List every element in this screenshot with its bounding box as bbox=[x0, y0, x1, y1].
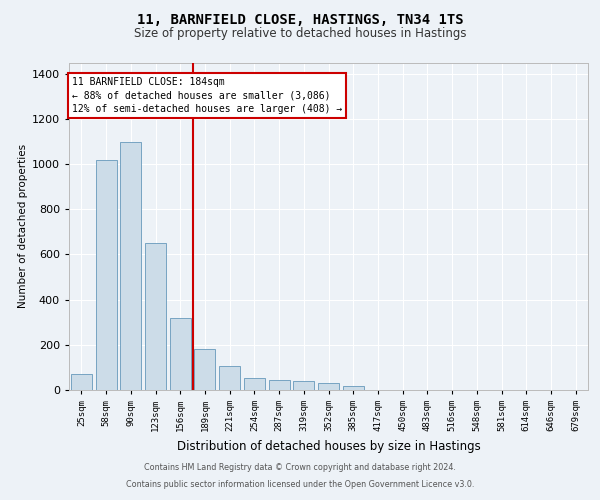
Bar bbox=[318, 383, 339, 390]
X-axis label: Distribution of detached houses by size in Hastings: Distribution of detached houses by size … bbox=[176, 440, 481, 452]
Text: Contains HM Land Registry data © Crown copyright and database right 2024.: Contains HM Land Registry data © Crown c… bbox=[144, 464, 456, 472]
Bar bbox=[145, 243, 166, 390]
Bar bbox=[95, 160, 116, 390]
Text: 11, BARNFIELD CLOSE, HASTINGS, TN34 1TS: 11, BARNFIELD CLOSE, HASTINGS, TN34 1TS bbox=[137, 12, 463, 26]
Text: 11 BARNFIELD CLOSE: 184sqm
← 88% of detached houses are smaller (3,086)
12% of s: 11 BARNFIELD CLOSE: 184sqm ← 88% of deta… bbox=[71, 77, 342, 114]
Bar bbox=[194, 350, 215, 390]
Bar bbox=[343, 386, 364, 390]
Bar bbox=[170, 318, 191, 390]
Bar bbox=[244, 378, 265, 390]
Bar bbox=[269, 380, 290, 390]
Bar bbox=[120, 142, 141, 390]
Text: Contains public sector information licensed under the Open Government Licence v3: Contains public sector information licen… bbox=[126, 480, 474, 489]
Text: Size of property relative to detached houses in Hastings: Size of property relative to detached ho… bbox=[134, 28, 466, 40]
Bar bbox=[219, 366, 240, 390]
Bar bbox=[293, 381, 314, 390]
Bar bbox=[71, 374, 92, 390]
Y-axis label: Number of detached properties: Number of detached properties bbox=[17, 144, 28, 308]
